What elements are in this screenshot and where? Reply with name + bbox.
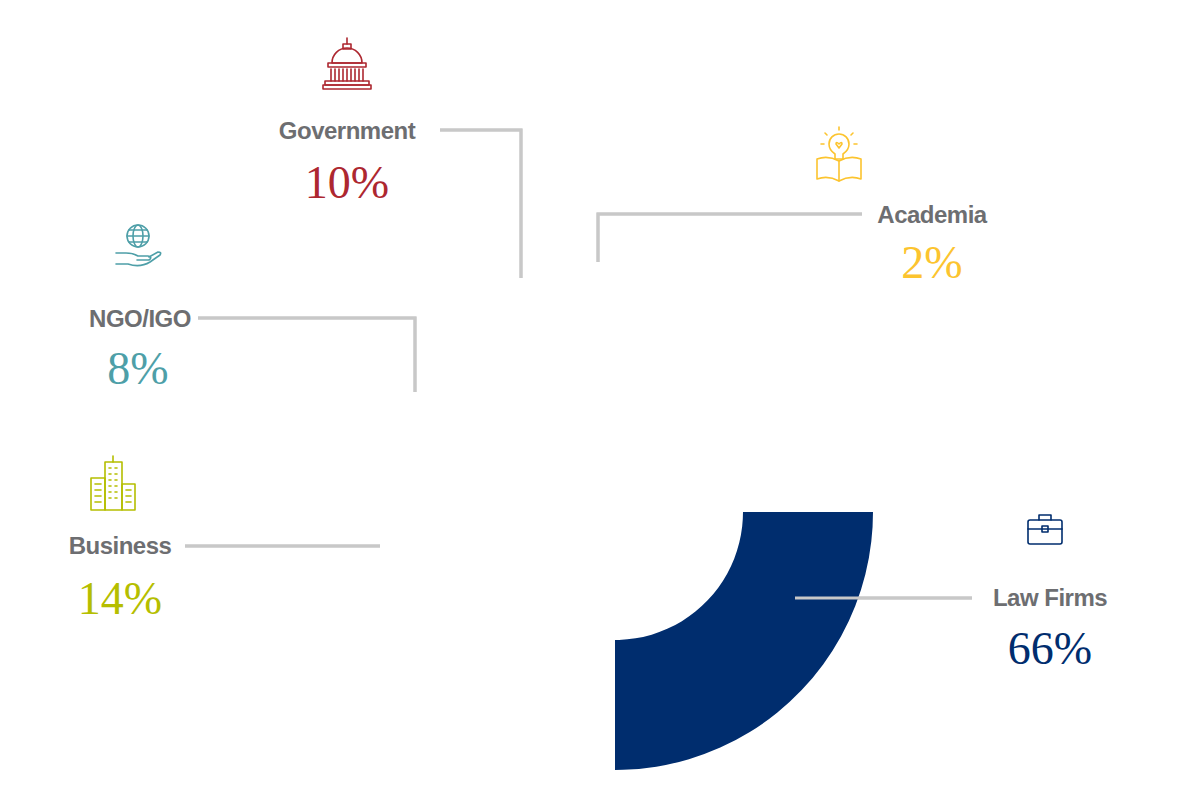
leader-line xyxy=(185,545,380,548)
leader-line xyxy=(440,130,521,278)
leader-line xyxy=(795,597,972,600)
leader-line xyxy=(598,214,862,262)
icon-part xyxy=(1028,528,1062,530)
leader-lines-top xyxy=(185,130,972,598)
icon-part xyxy=(829,134,849,159)
icon-part xyxy=(338,69,340,81)
icon-part xyxy=(109,491,117,493)
data-label: 10% xyxy=(305,157,389,208)
icon-part xyxy=(126,489,131,491)
data-label: 14% xyxy=(78,573,162,624)
icon-part xyxy=(109,473,117,475)
icon-part xyxy=(328,63,366,67)
icon-part xyxy=(1042,526,1048,532)
icon-part xyxy=(342,69,344,81)
icon xyxy=(1028,515,1062,544)
icon-part xyxy=(346,69,348,81)
icon-part xyxy=(358,69,360,81)
icon-part xyxy=(112,456,114,462)
category-label: Government xyxy=(279,117,416,144)
chart: Law Firms 66% Business 14% NGO/IGO 8% Governme… xyxy=(0,0,1200,800)
leader-line xyxy=(198,318,415,392)
icon-part xyxy=(109,497,117,499)
icon-part xyxy=(330,69,332,81)
icon-part xyxy=(362,69,364,81)
slices xyxy=(615,512,873,770)
icon xyxy=(91,456,135,510)
icon-part xyxy=(122,484,135,510)
icon-part xyxy=(127,225,149,247)
labels: Law Firms 66% Business 14% NGO/IGO 8% Governme… xyxy=(69,117,1108,674)
icon xyxy=(817,127,861,181)
icon-part xyxy=(116,253,151,260)
icon-part xyxy=(1028,520,1062,544)
icon-part xyxy=(95,495,101,497)
data-label: 2% xyxy=(901,237,962,288)
icon-part xyxy=(323,85,371,89)
icon-part xyxy=(95,501,101,503)
leader-line xyxy=(440,130,521,278)
category-label: NGO/IGO xyxy=(89,305,191,332)
icon-part xyxy=(127,230,149,242)
category-label: Law Firms xyxy=(993,584,1107,611)
data-label: 66% xyxy=(1008,623,1092,674)
leader-line xyxy=(198,318,415,392)
leader-line xyxy=(795,597,972,600)
icon-part xyxy=(116,252,161,266)
category-label: Business xyxy=(69,532,172,559)
leader-line xyxy=(598,214,862,262)
icon-part xyxy=(109,479,117,481)
icon-part xyxy=(838,161,840,181)
icon-part xyxy=(1039,515,1051,520)
icon-part xyxy=(350,69,352,81)
icon-part xyxy=(105,462,122,510)
icon xyxy=(323,38,371,89)
icon xyxy=(116,225,161,266)
data-label: 8% xyxy=(107,343,168,394)
icon-part xyxy=(109,467,117,469)
icon-part xyxy=(821,127,857,144)
icon-part xyxy=(126,501,131,503)
icon-part xyxy=(109,485,117,487)
icon-part xyxy=(334,69,336,81)
icon-part xyxy=(126,495,131,497)
icon-part xyxy=(346,38,348,44)
category-label: Academia xyxy=(877,201,988,228)
icon-part xyxy=(95,489,101,491)
icon-part xyxy=(836,143,842,149)
icon-part xyxy=(332,48,362,63)
slice xyxy=(615,512,873,770)
icon-part xyxy=(91,478,105,510)
leader-line xyxy=(185,545,380,548)
icon-part xyxy=(354,69,356,81)
icon-part xyxy=(95,483,101,485)
icon-part xyxy=(817,157,861,181)
